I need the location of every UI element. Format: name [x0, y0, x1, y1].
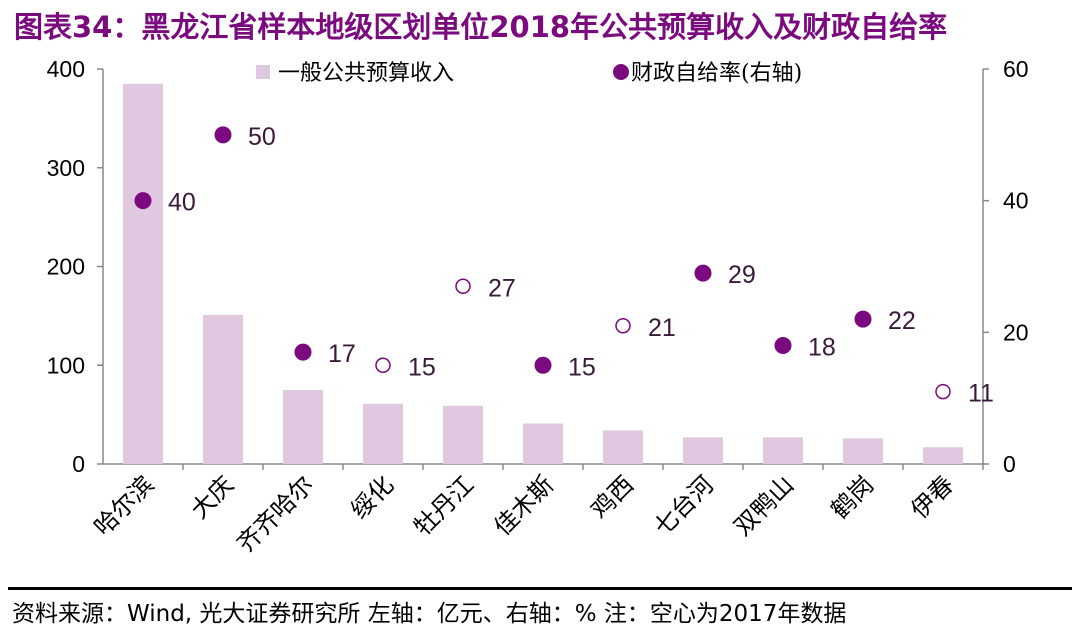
point-鸡西: [615, 318, 631, 334]
x-tick-label: 伊春: [906, 470, 960, 524]
left-tick-label: 0: [72, 451, 85, 477]
bar-牡丹江: [443, 405, 483, 464]
left-tick-label: 100: [47, 352, 85, 378]
point-哈尔滨: [134, 192, 152, 210]
x-tick-label: 双鸭山: [729, 470, 800, 541]
bar-哈尔滨: [123, 83, 163, 464]
point-label: 17: [328, 340, 356, 368]
point-鹤岗: [854, 310, 872, 328]
point-label: 22: [888, 307, 916, 335]
legend-bar-label: 一般公共预算收入: [278, 61, 454, 86]
left-tick-label: 300: [47, 155, 85, 181]
legend-bar-swatch: [256, 65, 270, 79]
right-tick-label: 20: [1003, 319, 1029, 345]
bar-佳木斯: [523, 423, 563, 464]
point-label: 29: [728, 261, 756, 289]
bar-齐齐哈尔: [283, 389, 323, 464]
bar-七台河: [683, 437, 723, 464]
bar-双鸭山: [763, 437, 803, 464]
point-伊春: [935, 383, 951, 400]
point-label: 27: [488, 274, 516, 302]
source-note: 资料来源：Wind, 光大证券研究所 左轴：亿元、右轴：% 注：空心为2017年…: [12, 601, 847, 627]
point-佳木斯: [534, 356, 552, 374]
point-label: 15: [568, 353, 596, 381]
x-tick-label: 鹤岗: [826, 470, 880, 524]
left-tick-label: 200: [47, 254, 85, 280]
left-tick-label: 400: [47, 56, 85, 82]
x-tick-label: 鸡西: [586, 470, 640, 524]
bar-伊春: [923, 447, 963, 464]
bar-鸡西: [603, 430, 643, 464]
point-label: 40: [168, 189, 196, 217]
point-齐齐哈尔: [294, 343, 312, 361]
point-label: 15: [408, 353, 436, 381]
x-tick-label: 绥化: [346, 470, 400, 524]
legend-point-swatch: [613, 64, 629, 80]
bar-鹤岗: [843, 438, 883, 464]
x-tick-label: 大庆: [186, 470, 240, 524]
point-label: 21: [648, 314, 676, 342]
point-大庆: [214, 126, 232, 144]
point-绥化: [375, 357, 391, 373]
footer-divider: [8, 587, 1072, 590]
right-tick-label: 60: [1003, 56, 1029, 82]
chart-plot: 0 100 200 300 400 0 20 40 60 哈尔滨 40 大庆 50 齐齐哈尔 17 绥化 15 牡…: [47, 56, 1029, 558]
legend-point-label: 财政自给率(右轴): [631, 61, 802, 86]
point-label: 11: [968, 380, 994, 408]
bar-绥化: [363, 403, 403, 464]
x-tick-label: 七台河: [649, 470, 720, 541]
x-tick-label: 齐齐哈尔: [232, 470, 320, 558]
right-tick-label: 40: [1003, 188, 1029, 214]
point-label: 50: [248, 123, 276, 151]
point-牡丹江: [455, 278, 471, 294]
point-label: 18: [808, 334, 836, 362]
right-tick-label: 0: [1003, 451, 1016, 477]
chart-title: 图表34：黑龙江省样本地级区划单位2018年公共预算收入及财政自给率: [14, 10, 948, 44]
x-tick-label: 佳木斯: [489, 470, 560, 541]
x-tick-label: 牡丹江: [409, 470, 480, 541]
point-双鸭山: [774, 337, 792, 354]
bar-大庆: [203, 314, 243, 464]
point-七台河: [694, 264, 712, 282]
x-tick-label: 哈尔滨: [89, 470, 160, 541]
